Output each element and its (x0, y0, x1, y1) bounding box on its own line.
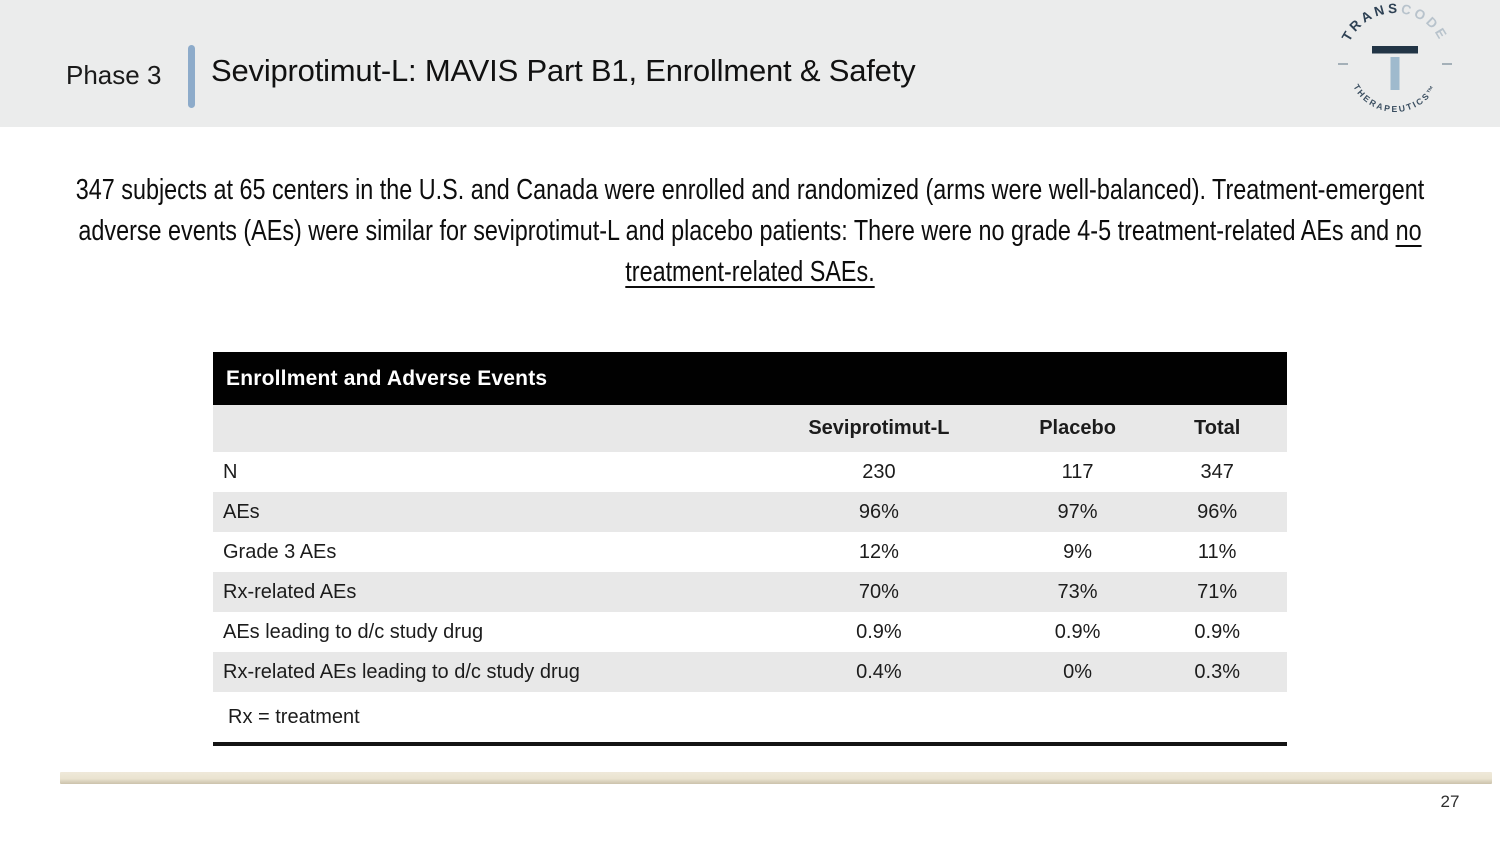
table-row: Rx-related AEs 70% 73% 71% (213, 572, 1287, 612)
row-label: AEs leading to d/c study drug (223, 620, 484, 643)
row-label: Rx-related AEs (223, 580, 357, 603)
row-label: Rx-related AEs leading to d/c study drug (223, 660, 580, 683)
row-value: 70% (858, 580, 899, 603)
footer-divider (60, 772, 1492, 784)
transcode-logo-icon: TRANSCODE THERAPEUTICS™ (1338, 1, 1452, 114)
table-header-row: Seviprotimut-L Placebo Total (213, 405, 1287, 452)
row-label: Grade 3 AEs (223, 540, 337, 563)
row-value: 71% (1197, 580, 1238, 603)
table-bottom-rule (213, 742, 1287, 746)
logo-text-trans: TRANS (1339, 1, 1401, 44)
row-value: 96% (858, 500, 899, 523)
row-value: 117 (1061, 460, 1094, 483)
row-value: 230 (862, 460, 896, 483)
column-header-blank (213, 405, 750, 452)
phase-label: Phase 3 (66, 60, 162, 90)
transcode-logo: TRANSCODE THERAPEUTICS™ (1333, 1, 1457, 125)
row-value: 0.9% (1194, 620, 1240, 643)
enrollment-table: Enrollment and Adverse Events Seviprotim… (213, 352, 1287, 746)
row-value: 12% (858, 540, 899, 563)
column-header-seviprotimut: Seviprotimut-L (808, 417, 950, 439)
title-accent-bar (188, 45, 195, 108)
table-title-bar: Enrollment and Adverse Events (213, 352, 1287, 405)
table-row: AEs leading to d/c study drug 0.9% 0.9% … (213, 612, 1287, 652)
logo-t-stem (1390, 57, 1400, 90)
row-value: 73% (1057, 580, 1098, 603)
svg-text:TRANSCODE: TRANSCODE (1339, 1, 1451, 44)
page-number: 27 (1440, 792, 1460, 811)
row-label: AEs (223, 500, 260, 523)
summary-paragraph: 347 subjects at 65 centers in the U.S. a… (69, 170, 1430, 293)
row-value: 11% (1197, 540, 1237, 563)
enrollment-table-grid: Seviprotimut-L Placebo Total N 230 117 3… (213, 405, 1287, 692)
summary-text: 347 subjects at 65 centers in the U.S. a… (75, 174, 1425, 247)
table-row: Rx-related AEs leading to d/c study drug… (213, 652, 1287, 692)
row-value: 9% (1063, 540, 1093, 563)
slide-title: Seviprotimut-L: MAVIS Part B1, Enrollmen… (211, 53, 916, 88)
table-row: N 230 117 347 (213, 452, 1287, 492)
row-value: 347 (1200, 460, 1234, 483)
row-value: 0.4% (856, 660, 902, 683)
table-footnote: Rx = treatment (213, 692, 1287, 742)
footnote-text: Rx = treatment (228, 705, 360, 728)
summary-text-underlined: no treatment-related SAEs. (625, 215, 1422, 288)
row-value: 0.9% (1054, 620, 1101, 643)
row-value: 0.3% (1194, 660, 1240, 683)
row-value: 0% (1063, 660, 1093, 683)
row-label: N (223, 460, 238, 483)
row-value: 96% (1197, 500, 1238, 523)
column-header-placebo: Placebo (1039, 417, 1116, 439)
table-row: Grade 3 AEs 12% 9% 11% (213, 532, 1287, 572)
table-title: Enrollment and Adverse Events (226, 366, 548, 390)
logo-t-bar (1372, 46, 1418, 54)
row-value: 0.9% (856, 620, 902, 643)
table-row: AEs 96% 97% 96% (213, 492, 1287, 532)
column-header-total: Total (1194, 417, 1241, 439)
header-band: Phase 3 Seviprotimut-L: MAVIS Part B1, E… (0, 0, 1500, 127)
row-value: 97% (1057, 500, 1098, 523)
logo-text-code: CODE (1400, 1, 1451, 44)
